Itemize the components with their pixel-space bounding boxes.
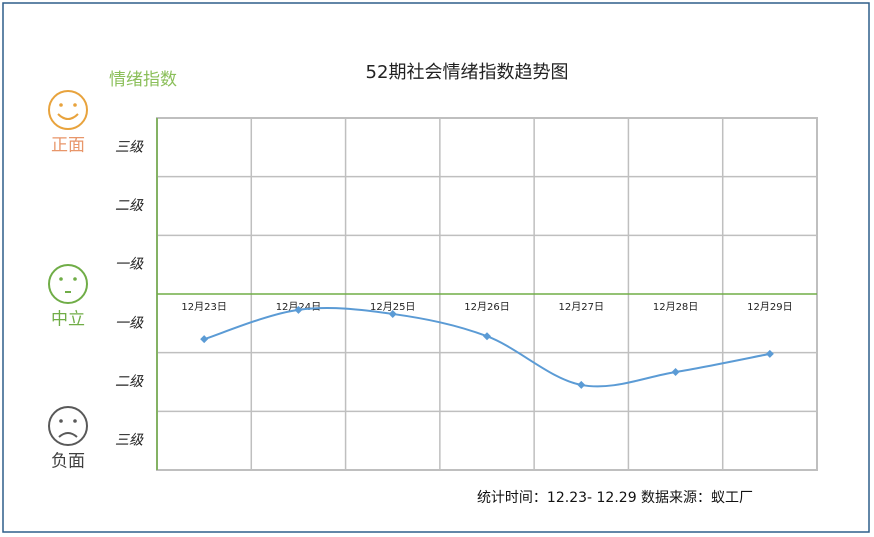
eye: [73, 277, 77, 281]
footer: 统计时间：12.23- 12.29 数据来源：蚁工厂: [477, 490, 753, 506]
mouth: [57, 113, 79, 120]
face: [48, 90, 88, 130]
x-tick-label: 12月27日: [559, 301, 604, 313]
eye: [59, 103, 63, 107]
y-tick-label: 二级: [115, 374, 144, 390]
x-tick-label: 12月23日: [181, 301, 226, 313]
mood-label: 正面: [51, 136, 85, 156]
mood-icon: [48, 406, 88, 446]
y-title: 情绪指数: [109, 70, 177, 90]
eye: [59, 277, 63, 281]
face: [48, 406, 88, 446]
mouth: [58, 432, 78, 438]
point: [200, 335, 209, 344]
y-tick-label: 一级: [115, 257, 144, 273]
point: [483, 332, 491, 341]
mood-label: 中立: [51, 310, 85, 330]
x-tick-label: 12月25日: [370, 301, 415, 313]
point: [388, 309, 397, 318]
x-tick-label: 12月28日: [653, 301, 698, 313]
point: [671, 368, 680, 377]
x-tick-label: 12月26日: [464, 301, 509, 313]
mood-icon: [48, 90, 88, 130]
y-tick-label: 二级: [115, 198, 144, 214]
y-tick-label: 三级: [115, 433, 144, 449]
mood-label: 负面: [51, 452, 85, 472]
point: [765, 349, 774, 358]
eye: [59, 419, 63, 423]
eye: [73, 103, 77, 107]
x-tick-label: 12月29日: [747, 301, 792, 313]
point: [294, 305, 303, 314]
face: [48, 264, 88, 304]
mood-icon: [48, 264, 88, 304]
eye: [73, 419, 77, 423]
chart-title: 52期社会情绪指数趋势图: [366, 62, 569, 83]
point: [577, 380, 586, 389]
y-tick-label: 三级: [115, 139, 144, 155]
y-tick-label: 一级: [115, 315, 144, 331]
